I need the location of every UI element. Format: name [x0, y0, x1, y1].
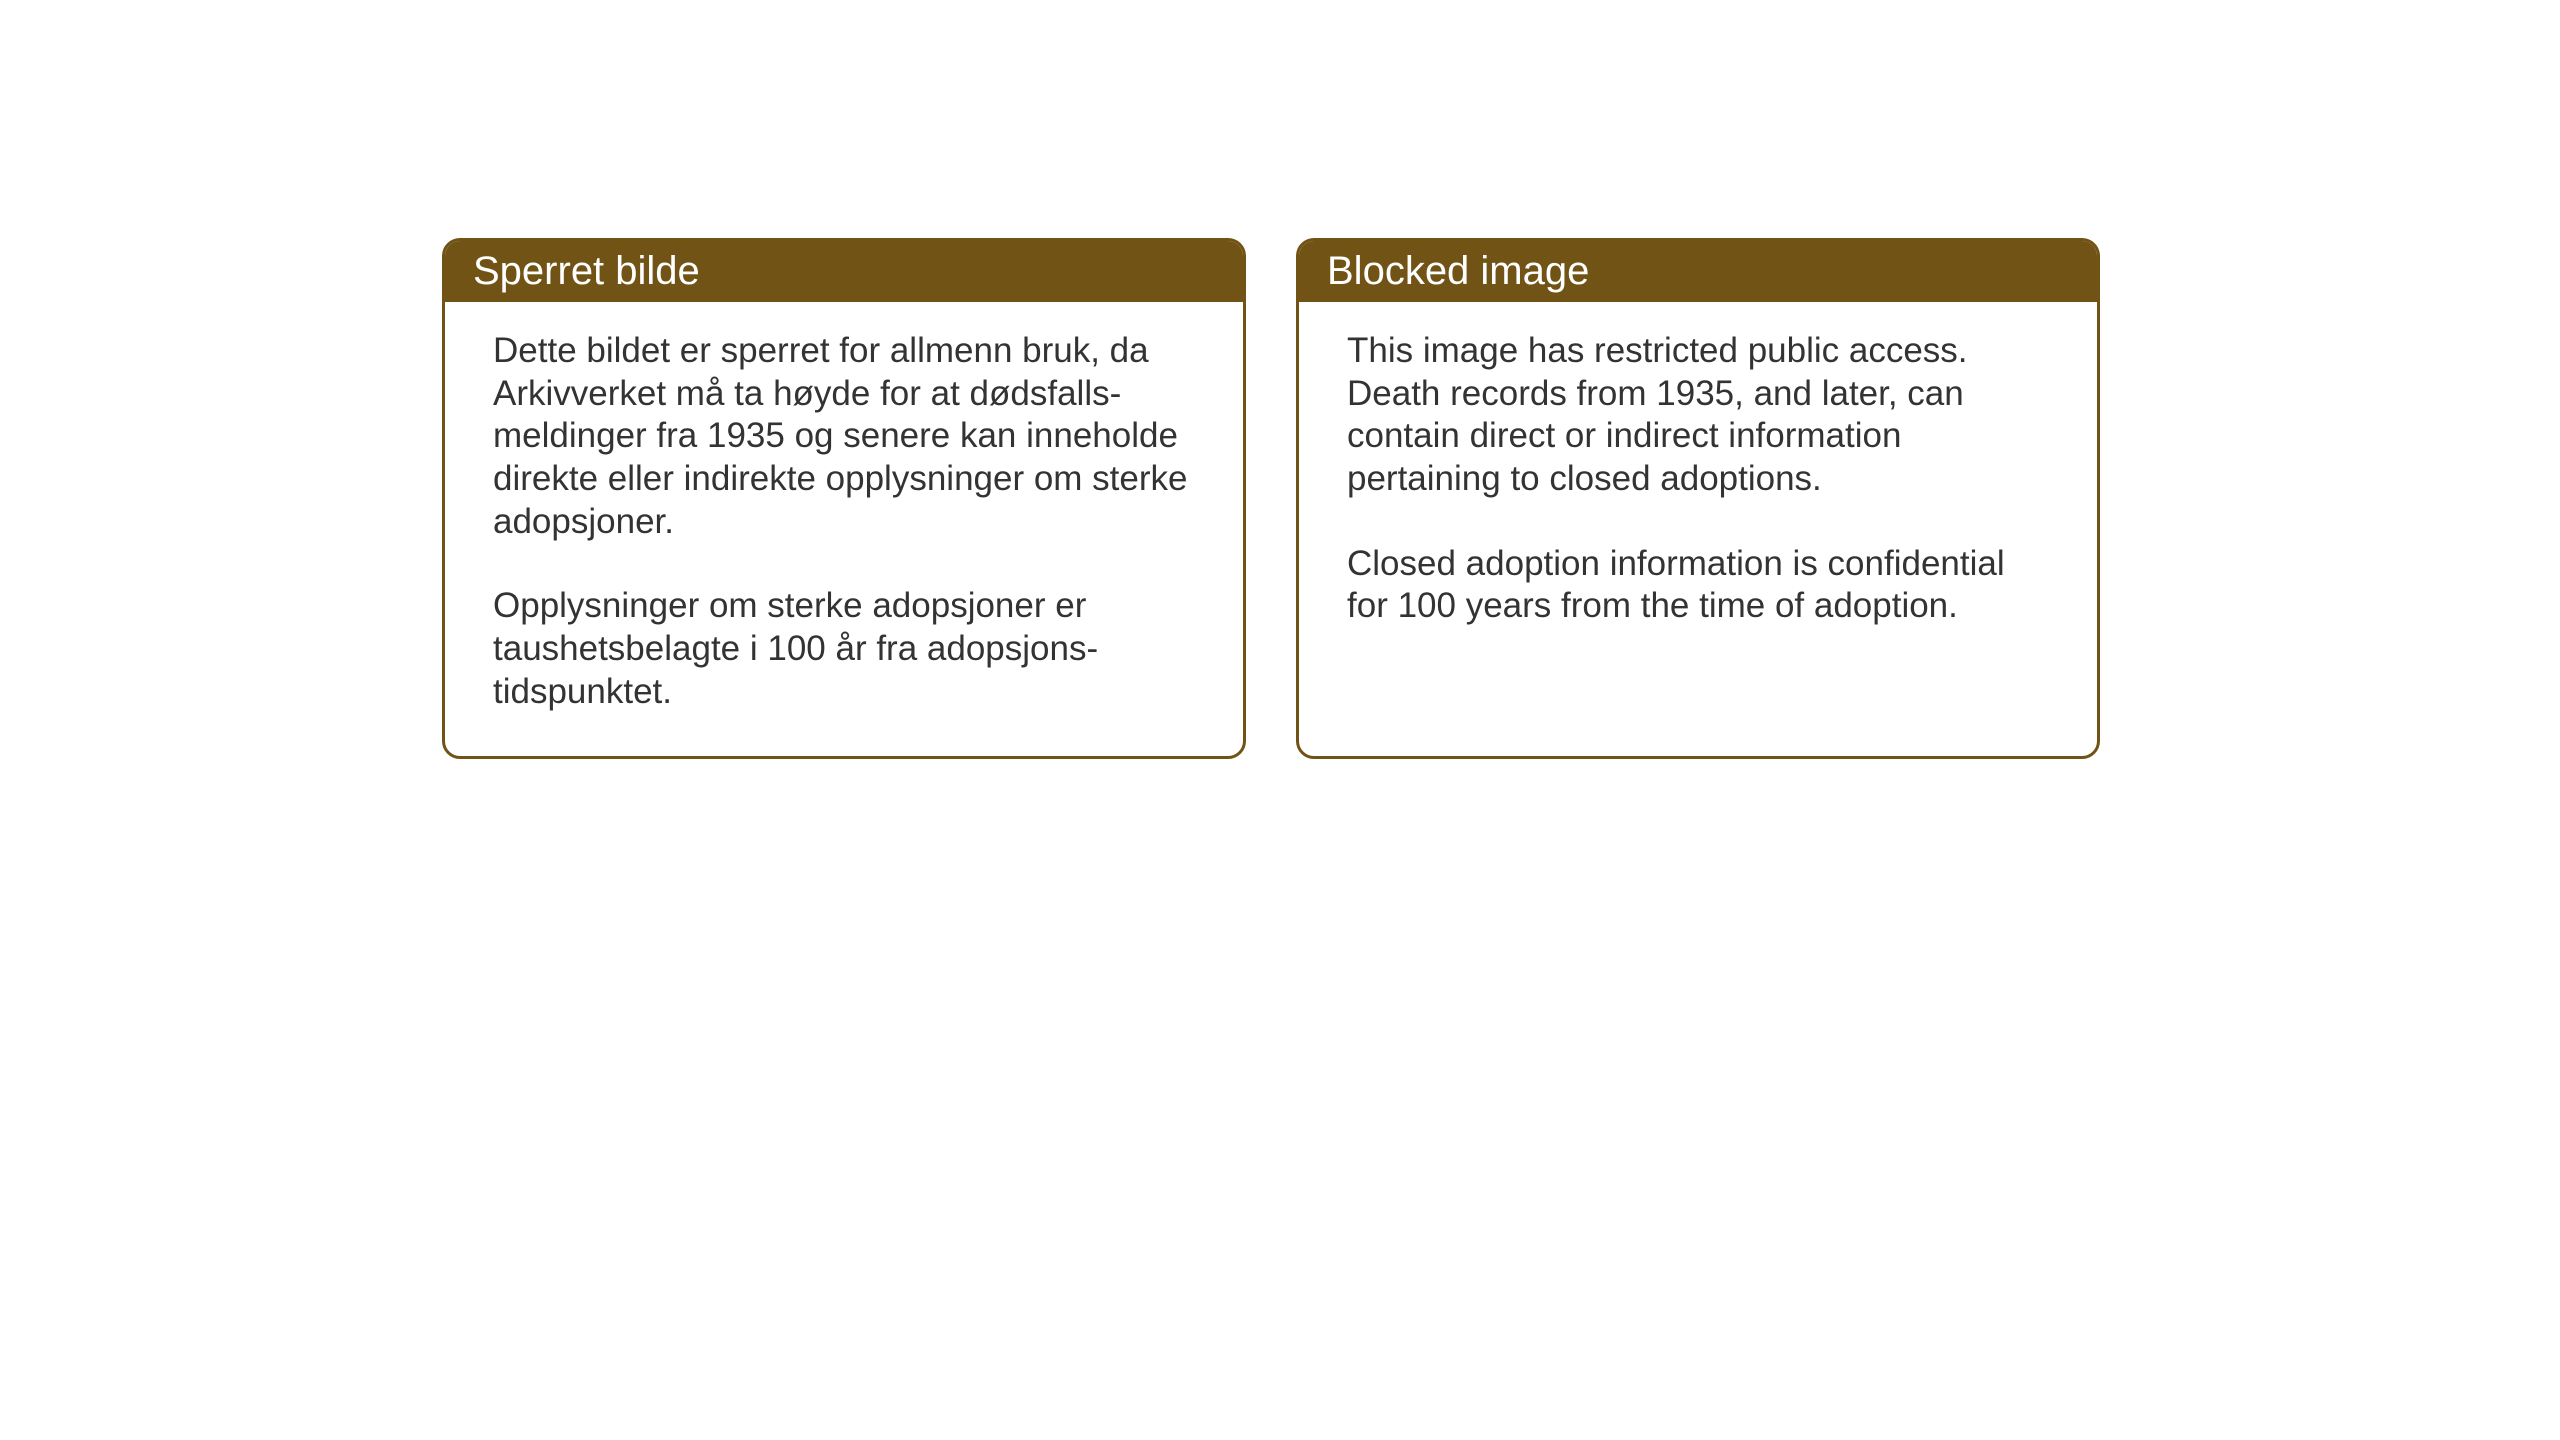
notice-box-norwegian: Sperret bilde Dette bildet er sperret fo… — [442, 238, 1246, 759]
notice-body-english: This image has restricted public access.… — [1299, 302, 2097, 732]
notice-paragraph-1-english: This image has restricted public access.… — [1347, 330, 2049, 501]
notice-paragraph-1-norwegian: Dette bildet er sperret for allmenn bruk… — [493, 330, 1195, 543]
notices-container: Sperret bilde Dette bildet er sperret fo… — [442, 238, 2100, 759]
notice-box-english: Blocked image This image has restricted … — [1296, 238, 2100, 759]
notice-paragraph-2-norwegian: Opplysninger om sterke adopsjoner er tau… — [493, 585, 1195, 713]
notice-paragraph-2-english: Closed adoption information is confident… — [1347, 543, 2049, 628]
notice-title-english: Blocked image — [1327, 249, 1589, 293]
notice-title-norwegian: Sperret bilde — [473, 249, 700, 293]
notice-body-norwegian: Dette bildet er sperret for allmenn bruk… — [445, 302, 1243, 756]
notice-header-norwegian: Sperret bilde — [445, 241, 1243, 302]
notice-header-english: Blocked image — [1299, 241, 2097, 302]
